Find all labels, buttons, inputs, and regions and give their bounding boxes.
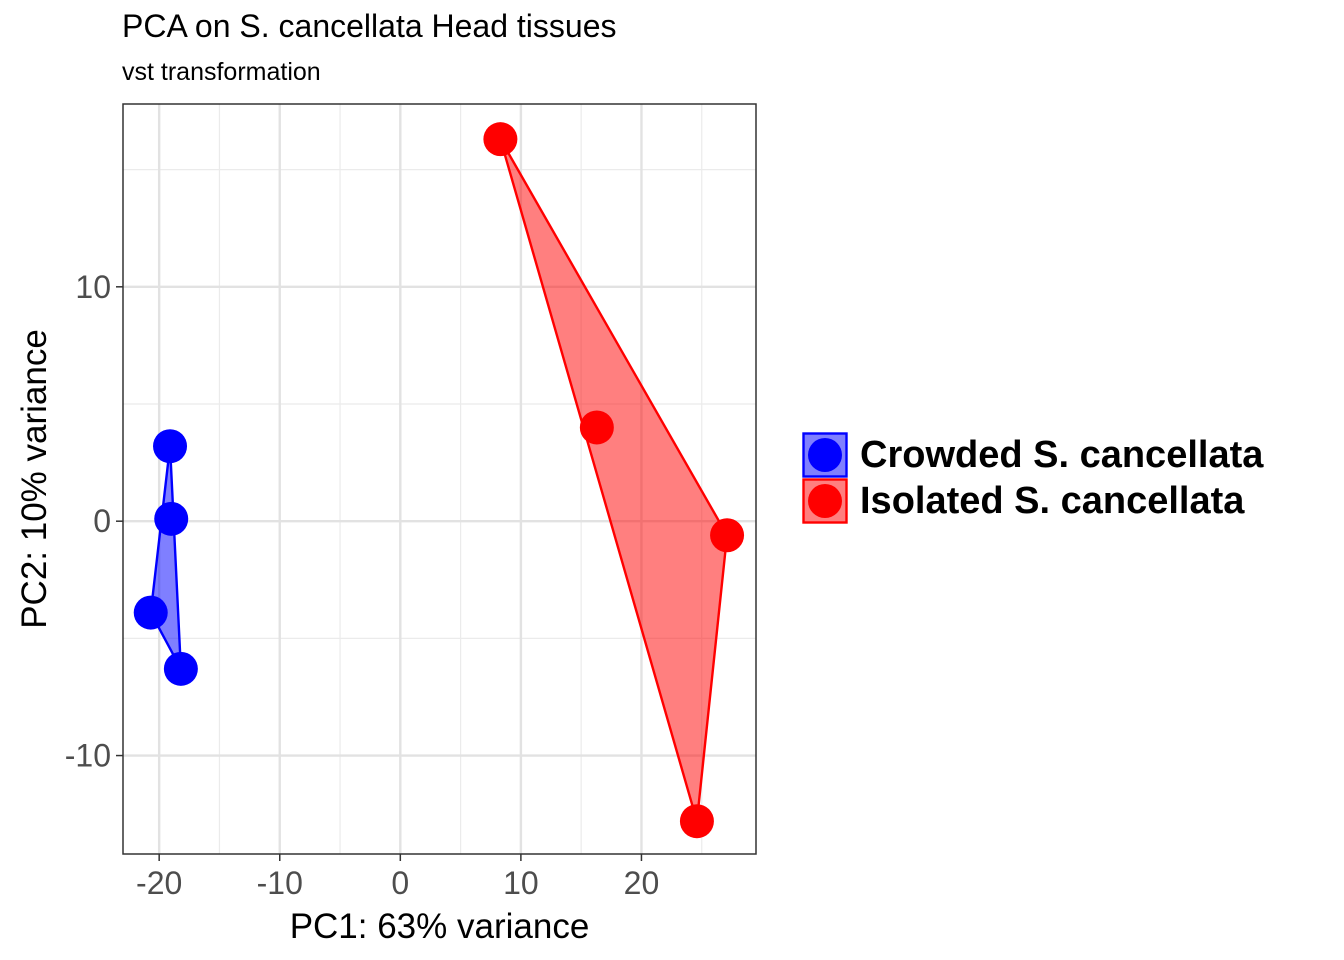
legend-key-marker bbox=[808, 438, 842, 472]
legend: Crowded S. cancellata Isolated S. cancell… bbox=[802, 432, 1263, 524]
legend-label-1: Crowded S. cancellata bbox=[860, 433, 1264, 476]
axes: -20 -10 0 10 20 -10 0 10 PC1: 63% variance PC2: 1… bbox=[15, 269, 659, 946]
data-point-series-2-3 bbox=[710, 518, 745, 553]
x-axis-label: PC1: 63% variance bbox=[290, 907, 590, 946]
data-point-series-2-1 bbox=[483, 122, 518, 157]
point-layer bbox=[133, 122, 745, 839]
chart-subtitle: vst transformation bbox=[122, 58, 321, 86]
legend-key-1 bbox=[802, 432, 848, 478]
legend-label-2: Isolated S. cancellata bbox=[860, 479, 1245, 522]
data-point-series-1-4 bbox=[163, 651, 198, 686]
y-tick-label: 0 bbox=[93, 503, 111, 539]
x-tick-label: -10 bbox=[257, 865, 303, 901]
panel-border bbox=[122, 103, 757, 855]
x-tick-label: -20 bbox=[136, 865, 182, 901]
y-tick-label: -10 bbox=[65, 738, 111, 774]
hull-series-1 bbox=[149, 444, 183, 671]
data-point-series-1-1 bbox=[153, 429, 188, 464]
data-point-series-2-2 bbox=[579, 410, 614, 445]
legend-item-2: Isolated S. cancellata bbox=[802, 478, 1263, 524]
legend-item-1: Crowded S. cancellata bbox=[802, 432, 1263, 478]
y-axis-label: PC2: 10% variance bbox=[15, 329, 54, 629]
chart-title: PCA on S. cancellata Head tissues bbox=[122, 8, 617, 44]
hull-series-2 bbox=[499, 137, 729, 823]
x-tick-label: 0 bbox=[391, 865, 409, 901]
x-tick-label: 20 bbox=[624, 865, 660, 901]
legend-key-2 bbox=[802, 478, 848, 524]
legend-key-marker bbox=[808, 484, 842, 518]
data-point-series-1-2 bbox=[154, 501, 189, 536]
data-point-series-1-3 bbox=[133, 595, 168, 630]
data-point-series-2-4 bbox=[679, 804, 714, 839]
y-tick-label: 10 bbox=[75, 269, 111, 305]
x-tick-label: 10 bbox=[503, 865, 539, 901]
